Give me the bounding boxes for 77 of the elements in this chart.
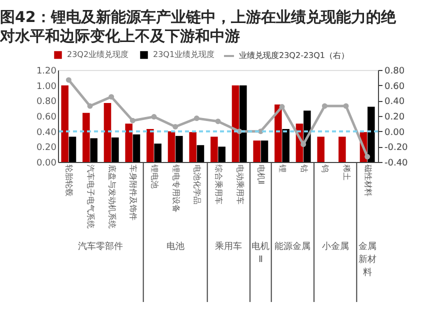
legend-label: 23Q1业绩兑现度 (153, 50, 215, 59)
y2-tick-label: 0.80 (384, 66, 405, 76)
bar (338, 136, 346, 162)
bar (317, 136, 324, 162)
bar (232, 85, 240, 162)
y-tick-label: 1.00 (36, 82, 57, 92)
bar (176, 136, 183, 162)
y-tick-label: 0.80 (36, 97, 57, 108)
y2-tick-label: -0.40 (384, 158, 408, 168)
bar (104, 102, 112, 162)
bar (61, 85, 68, 162)
bar (196, 145, 204, 162)
bar (90, 138, 98, 162)
bar (282, 129, 290, 162)
x-tick-label: 底盘与发动机系统 (107, 164, 116, 228)
bar (112, 137, 119, 162)
x-tick-label: 综合乘用车 (214, 164, 223, 204)
x-tick-label: 汽车电子电气系统 (86, 164, 95, 228)
point (215, 118, 221, 124)
text: 金属新材料 (358, 241, 376, 278)
bar (82, 112, 90, 162)
point (108, 94, 114, 100)
y2-tick-label: 0.40 (384, 97, 405, 108)
x-tick-label: 电动乘用车 (235, 164, 244, 204)
y-tick-label: 1.20 (36, 66, 57, 76)
bar (253, 140, 260, 162)
point (66, 77, 72, 83)
x-tick-label: 磁性材料 (363, 164, 372, 196)
legend-label: 业绩兑现度23Q2-23Q1（右） (239, 51, 350, 60)
text: 能源金属 (274, 241, 311, 252)
point (300, 142, 306, 148)
point (364, 154, 370, 160)
y-tick-label: 0.20 (36, 143, 57, 154)
x-tick-label: 电池化学品 (192, 164, 202, 204)
text: 乘用车 (215, 241, 242, 252)
x-tick-label: 锂 (278, 164, 287, 172)
point (343, 103, 349, 109)
bar (168, 131, 176, 162)
y-tick-label: 0.40 (36, 128, 57, 138)
point (151, 114, 157, 120)
bar (132, 134, 140, 162)
y2-tick-label: 0.60 (384, 82, 405, 92)
bar (240, 85, 247, 162)
x-tick-label: 轮胎轮毂 (64, 164, 74, 196)
point (322, 103, 328, 109)
bar (154, 144, 162, 162)
x-tick-label: 锂电专用设备 (171, 164, 180, 212)
bar (146, 129, 154, 162)
bar (189, 132, 196, 162)
bar (125, 124, 132, 162)
point (172, 124, 178, 130)
bar (368, 106, 375, 162)
x-tick-label: 钴 (299, 164, 308, 172)
legend-label: 23Q2业绩兑现度 (67, 50, 129, 59)
point (87, 103, 93, 109)
y2-tick-label: 0.00 (384, 128, 405, 138)
text: 汽车零部件 (78, 241, 124, 252)
x-tick-label: 锂电池 (150, 164, 159, 188)
y2-tick-label: 0.20 (384, 112, 405, 122)
y-tick-label: 0.60 (36, 112, 57, 122)
x-tick-label: 电机Ⅱ (256, 164, 266, 184)
text: 电机Ⅱ (252, 241, 270, 265)
y2-tick-label: -0.20 (384, 143, 408, 154)
text: 小金属 (322, 241, 349, 252)
point (194, 116, 200, 122)
bar (274, 104, 282, 162)
x-tick-label: 稀土 (342, 164, 351, 180)
bar (68, 136, 76, 162)
bar (210, 136, 218, 162)
x-tick-label: 钨 (320, 164, 330, 172)
y-tick-label: 0.00 (36, 158, 57, 168)
bar (260, 140, 268, 162)
x-tick-label: 车身附件及饰件 (128, 164, 138, 220)
text: 电池 (166, 241, 184, 252)
point (130, 118, 136, 124)
bar (218, 146, 226, 162)
point (279, 104, 285, 110)
